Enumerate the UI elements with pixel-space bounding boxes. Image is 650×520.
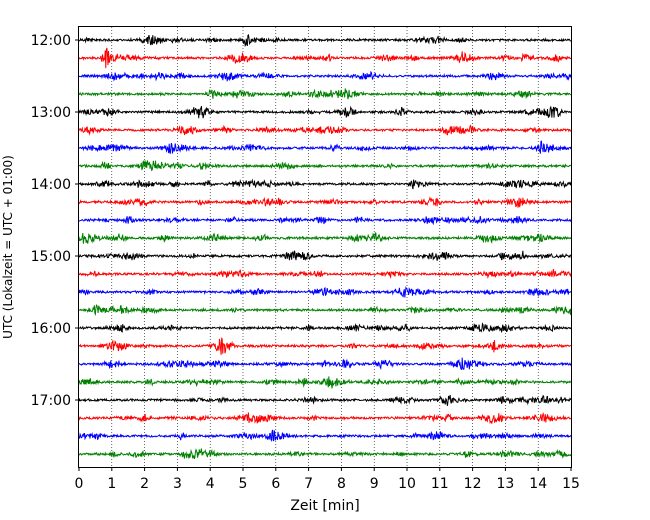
x-tick-label: 5: [239, 476, 248, 492]
trace-line: [78, 124, 572, 136]
y-tick-label: 16:00: [31, 321, 71, 337]
trace-line: [78, 411, 572, 425]
trace-line: [78, 286, 572, 298]
trace-line: [78, 70, 572, 82]
x-tick-label: 15: [562, 476, 580, 492]
x-tick-label: 0: [75, 476, 84, 492]
trace-line: [78, 88, 572, 100]
y-axis: 12:00 13:00 14:00 15:00 16:00 17:00: [31, 33, 79, 409]
y-tick-label: 14:00: [31, 177, 71, 193]
trace-line: [78, 394, 572, 406]
trace-line: [78, 232, 572, 244]
x-tick-label: 14: [529, 476, 547, 492]
y-axis-label: UTC (Lokalzeit = UTC + 01:00): [1, 155, 15, 339]
x-tick-label: 2: [140, 476, 149, 492]
trace-line: [78, 105, 572, 119]
trace-line: [78, 304, 572, 317]
x-tick-label: 11: [431, 476, 449, 492]
traces: [78, 34, 572, 460]
trace-line: [78, 337, 572, 355]
x-tick-label: 4: [206, 476, 215, 492]
x-tick-label: 12: [464, 476, 482, 492]
trace-line: [78, 376, 572, 389]
x-tick-label: 1: [107, 476, 116, 492]
x-tick-label: 9: [370, 476, 379, 492]
y-tick-label: 13:00: [31, 105, 71, 121]
y-tick-label: 15:00: [31, 249, 71, 265]
x-tick-label: 3: [173, 476, 182, 492]
trace-line: [78, 357, 572, 371]
x-tick-label: 6: [271, 476, 280, 492]
trace-line: [78, 448, 572, 460]
trace-line: [78, 178, 572, 190]
y-tick-label: 12:00: [31, 33, 71, 49]
x-tick-label: 10: [398, 476, 416, 492]
trace-line: [78, 215, 572, 226]
x-axis: 0 1 2 3 4 5 6 7 8 9 10 11 12 13 14 15: [75, 467, 580, 492]
x-tick-label: 13: [496, 476, 514, 492]
trace-line: [78, 269, 572, 280]
trace-line: [78, 250, 572, 261]
x-tick-label: 8: [337, 476, 346, 492]
trace-line: [78, 47, 572, 69]
grid: [111, 27, 539, 467]
trace-line: [78, 322, 572, 333]
trace-line: [78, 140, 572, 154]
y-tick-label: 17:00: [31, 393, 71, 409]
trace-line: [78, 429, 572, 442]
trace-line: [78, 34, 572, 48]
plot-frame: [78, 26, 572, 468]
x-tick-label: 7: [304, 476, 313, 492]
x-axis-label: Zeit [min]: [290, 498, 359, 514]
trace-line: [78, 160, 572, 172]
trace-line: [78, 196, 572, 208]
